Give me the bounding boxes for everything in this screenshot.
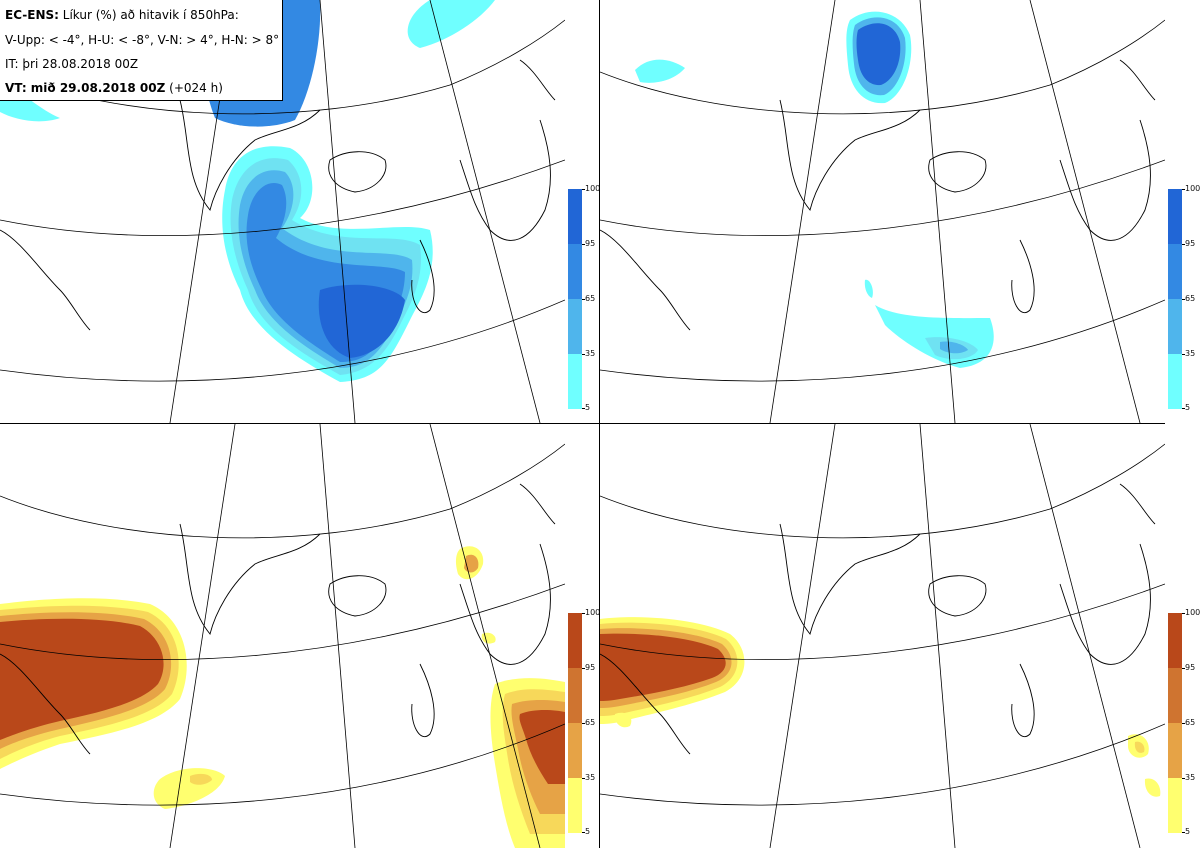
coastlines (600, 59, 1156, 331)
valid-time-line: VT: mið 29.08.2018 00Z (+024 h) (5, 81, 223, 95)
map-panel-warm-strong (600, 424, 1165, 848)
colorbar-tick-100: 100 (1185, 608, 1200, 617)
colorbar-warm-2: 100 95 65 35 5 (1168, 609, 1200, 836)
lead-time: (+024 h) (169, 81, 223, 95)
colorbar-tick-65: 65 (585, 294, 596, 303)
colorbar-tick-100: 100 (585, 184, 601, 193)
warm-area-south-blob-core (190, 773, 212, 785)
graticule (0, 424, 565, 848)
colorbar-warm-1: 100 95 65 35 5 (568, 609, 600, 836)
warm-area-small-se2 (1144, 778, 1161, 797)
graticule (0, 0, 565, 423)
panel-divider-vertical (599, 0, 600, 848)
colorbar-tick-95: 95 (1185, 663, 1196, 672)
colorbar-tick-5: 5 (1185, 403, 1191, 412)
warm-area-west-core (0, 618, 164, 740)
graticule (600, 424, 1165, 848)
warm-area-small-se-core (1134, 741, 1145, 753)
title-text: Líkur (%) að hitavik í 850hPa: (62, 8, 239, 22)
map-panel-cold-strong (600, 0, 1165, 423)
probability-shading (635, 11, 994, 368)
colorbar-tick-65: 65 (585, 718, 596, 727)
colorbar-tick-35: 35 (1185, 773, 1196, 782)
warm-area-small-1 (481, 632, 496, 644)
probability-shading (600, 617, 1161, 797)
colorbar-cold-2: 100 95 65 35 5 (1168, 185, 1200, 412)
cold-area-small (864, 279, 873, 298)
colorbar-tick-5: 5 (1185, 827, 1191, 836)
cold-area-south-outer (875, 305, 994, 368)
panel-divider-horizontal (0, 423, 1165, 424)
probability-shading (0, 546, 565, 848)
title-line: EC-ENS: Líkur (%) að hitavik í 850hPa: (5, 8, 239, 22)
colorbar-tick-95: 95 (1185, 239, 1196, 248)
cold-area-core (318, 284, 405, 358)
thresholds-line: V-Upp: < -4°, H-U: < -8°, V-N: > 4°, H-N… (5, 33, 280, 47)
model-label: EC-ENS: (5, 8, 59, 22)
warm-area-small-sw (614, 712, 632, 728)
map-panel-warm-moderate (0, 424, 565, 848)
colorbar-cold-1: 100 95 65 35 5 (568, 185, 600, 412)
colorbar-tick-65: 65 (1185, 294, 1196, 303)
colorbar-tick-35: 35 (585, 349, 596, 358)
cold-area-north-edge (407, 0, 495, 48)
colorbar-tick-95: 95 (585, 663, 596, 672)
coastlines (600, 483, 1156, 755)
graticule (600, 0, 1165, 423)
colorbar-tick-100: 100 (1185, 184, 1200, 193)
info-box: EC-ENS: Líkur (%) að hitavik í 850hPa: V… (0, 0, 283, 101)
colorbar-tick-95: 95 (585, 239, 596, 248)
colorbar-tick-35: 35 (585, 773, 596, 782)
colorbar-tick-100: 100 (585, 608, 601, 617)
coastlines (0, 59, 556, 331)
colorbar-tick-35: 35 (1185, 349, 1196, 358)
valid-time: VT: mið 29.08.2018 00Z (5, 81, 166, 95)
colorbar-tick-5: 5 (585, 827, 591, 836)
warm-area-south-blob (153, 768, 225, 809)
warm-area-west-core (600, 633, 726, 701)
cold-area-greenland-core (856, 23, 901, 86)
coastlines (0, 483, 556, 755)
cold-area-south-core (940, 341, 968, 354)
init-time: IT: þri 28.08.2018 00Z (5, 57, 139, 71)
cold-area-west (635, 59, 685, 83)
colorbar-tick-65: 65 (1185, 718, 1196, 727)
colorbar-tick-5: 5 (585, 403, 591, 412)
